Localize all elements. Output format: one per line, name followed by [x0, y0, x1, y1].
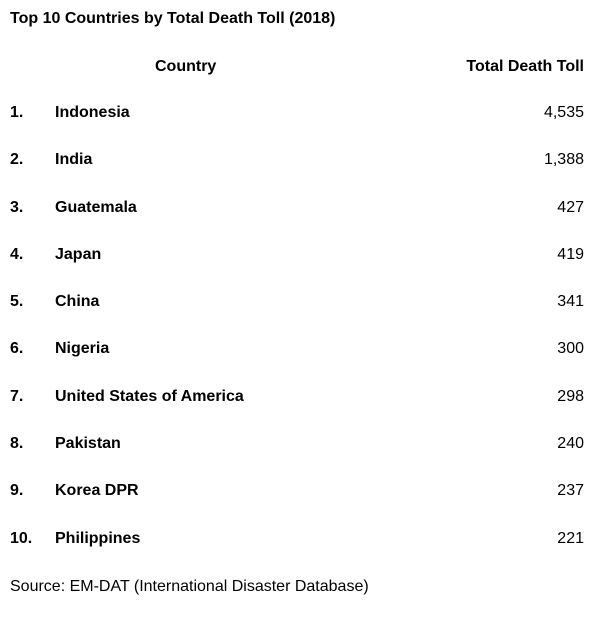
row-country: China — [55, 293, 100, 311]
row-death-toll: 1,388 — [543, 151, 584, 169]
row-death-toll: 4,535 — [543, 104, 584, 121]
row-country: India — [55, 151, 93, 169]
table-row: 10. Philippines 221 — [0, 530, 600, 577]
row-country: United States of America — [55, 387, 244, 405]
table-row: 1. Indonesia 4,535 — [0, 104, 600, 151]
row-rank: 7. — [10, 387, 24, 405]
table-row: 3. Guatemala 427 — [0, 199, 600, 246]
death-toll-column-header: Total Death Toll — [466, 58, 584, 75]
row-rank: 1. — [10, 104, 24, 121]
table-header: Country Total Death Toll — [0, 58, 600, 78]
row-country: Indonesia — [55, 104, 130, 121]
table-row: 8. Pakistan 240 — [0, 435, 600, 482]
row-death-toll: 240 — [557, 435, 584, 453]
row-country: Philippines — [55, 529, 141, 547]
table-row: 4. Japan 419 — [0, 246, 600, 293]
row-country: Japan — [55, 245, 102, 263]
country-column-header: Country — [155, 58, 217, 75]
table-row: 7. United States of America 298 — [0, 388, 600, 435]
row-country: Nigeria — [55, 340, 110, 358]
row-rank: 2. — [10, 151, 24, 169]
row-country: Pakistan — [55, 435, 121, 453]
row-country: Guatemala — [55, 198, 137, 216]
table-row: 9. Korea DPR 237 — [0, 482, 600, 529]
row-rank: 8. — [10, 435, 24, 453]
table-title: Top 10 Countries by Total Death Toll (20… — [10, 10, 336, 27]
row-rank: 3. — [10, 198, 24, 216]
row-rank: 6. — [10, 340, 24, 358]
row-rank: 10. — [10, 529, 33, 547]
row-death-toll: 341 — [557, 293, 584, 311]
table-row: 2. India 1,388 — [0, 151, 600, 198]
row-death-toll: 237 — [557, 482, 584, 500]
row-rank: 5. — [10, 293, 24, 311]
row-rank: 4. — [10, 245, 24, 263]
row-death-toll: 300 — [557, 340, 584, 358]
row-country: Korea DPR — [55, 482, 139, 500]
row-death-toll: 298 — [557, 387, 584, 405]
row-death-toll: 419 — [557, 245, 584, 263]
table-row: 6. Nigeria 300 — [0, 340, 600, 387]
table-row: 5. China 341 — [0, 293, 600, 340]
table-body: 1. Indonesia 4,535 2. India 1,388 3. Guatemala 4… — [0, 104, 600, 577]
source-note: Source: EM-DAT (International Disaster D… — [10, 578, 369, 595]
row-death-toll: 427 — [557, 198, 584, 216]
row-death-toll: 221 — [557, 529, 584, 547]
row-rank: 9. — [10, 482, 24, 500]
